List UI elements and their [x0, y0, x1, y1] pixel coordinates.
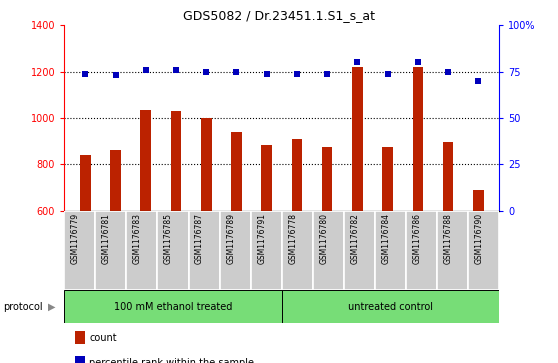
Text: count: count [89, 333, 117, 343]
Text: untreated control: untreated control [348, 302, 433, 312]
Text: percentile rank within the sample: percentile rank within the sample [89, 358, 254, 363]
Text: 100 mM ethanol treated: 100 mM ethanol treated [114, 302, 232, 312]
Bar [141, 110, 151, 349]
Text: GSM1176790: GSM1176790 [475, 213, 484, 264]
Point [202, 69, 211, 75]
Text: GSM1176780: GSM1176780 [319, 213, 329, 264]
Point [111, 73, 120, 78]
Text: GSM1176791: GSM1176791 [257, 213, 266, 264]
Bar [80, 155, 90, 349]
Bar [201, 118, 211, 349]
Point [171, 67, 180, 73]
Text: GSM1176786: GSM1176786 [413, 213, 422, 264]
Text: GSM1176782: GSM1176782 [350, 213, 359, 264]
Point [292, 71, 301, 77]
Bar [473, 190, 484, 349]
Bar [313, 211, 344, 290]
Bar [282, 211, 313, 290]
Bar [110, 150, 121, 349]
Bar [64, 290, 282, 323]
Text: GSM1176783: GSM1176783 [133, 213, 142, 264]
Text: GSM1176785: GSM1176785 [164, 213, 173, 264]
Point [81, 71, 90, 77]
Bar [406, 211, 437, 290]
Bar [292, 139, 302, 349]
Bar [468, 211, 499, 290]
Point [323, 71, 331, 77]
Text: GSM1176779: GSM1176779 [71, 213, 80, 264]
Bar [189, 211, 220, 290]
Bar [64, 211, 95, 290]
Point [262, 71, 271, 77]
Point [141, 67, 150, 73]
Bar [322, 147, 333, 349]
Bar [251, 211, 282, 290]
Text: GDS5082 / Dr.23451.1.S1_s_at: GDS5082 / Dr.23451.1.S1_s_at [183, 9, 375, 22]
Text: ▶: ▶ [49, 302, 56, 312]
Bar [171, 111, 181, 349]
Bar [126, 211, 157, 290]
Bar [442, 142, 453, 349]
Text: GSM1176787: GSM1176787 [195, 213, 204, 264]
Text: protocol: protocol [3, 302, 42, 312]
Text: GSM1176789: GSM1176789 [226, 213, 235, 264]
Bar [231, 132, 242, 349]
Point [232, 69, 241, 75]
Bar [437, 211, 468, 290]
Text: GSM1176781: GSM1176781 [102, 213, 111, 264]
Bar [375, 211, 406, 290]
Text: GSM1176778: GSM1176778 [288, 213, 297, 264]
Bar [344, 211, 375, 290]
Point [474, 78, 483, 84]
Bar [261, 144, 272, 349]
Bar [220, 211, 251, 290]
Text: GSM1176784: GSM1176784 [382, 213, 391, 264]
Bar [282, 290, 499, 323]
Bar [382, 147, 393, 349]
Bar [95, 211, 126, 290]
Bar [352, 67, 363, 349]
Point [444, 69, 453, 75]
Text: GSM1176788: GSM1176788 [444, 213, 453, 264]
Point [413, 60, 422, 65]
Point [383, 71, 392, 77]
Bar [412, 67, 423, 349]
Bar [157, 211, 189, 290]
Point [353, 60, 362, 65]
